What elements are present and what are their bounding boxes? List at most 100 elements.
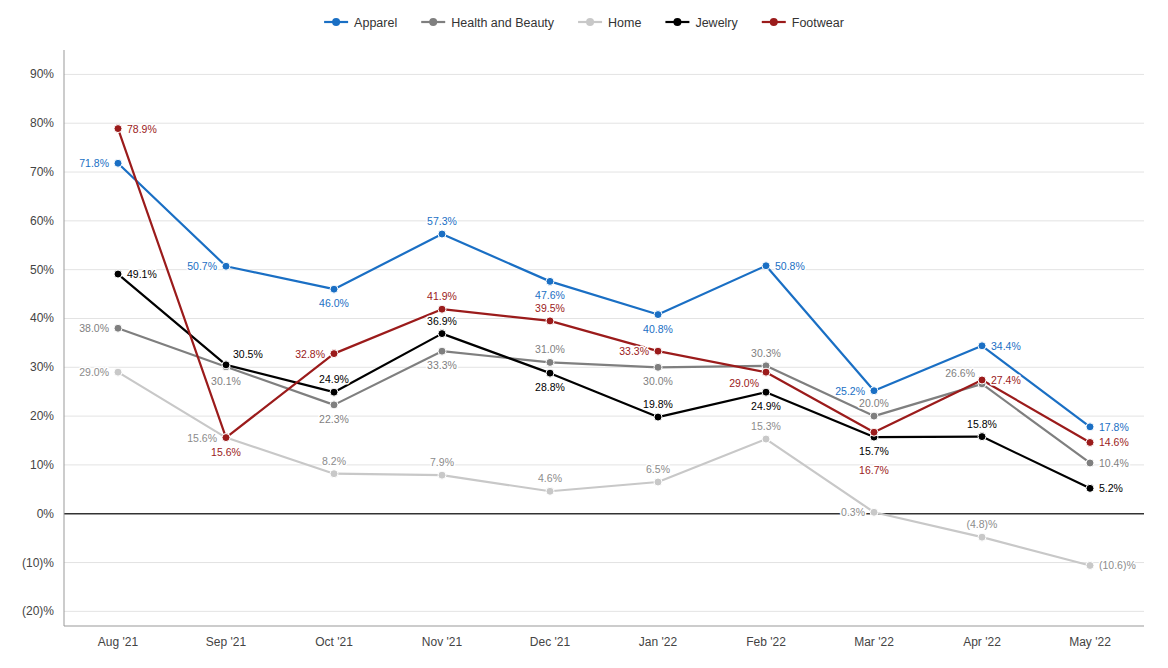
legend-swatch-marker <box>332 18 340 26</box>
legend-item: Jewelry <box>665 16 738 30</box>
data-point <box>654 478 662 486</box>
data-label: 22.3% <box>319 413 349 425</box>
data-label: 28.8% <box>535 381 565 393</box>
x-tick-label: Nov '21 <box>422 635 463 649</box>
legend-swatch-marker <box>673 18 681 26</box>
data-label: 29.0% <box>79 366 109 378</box>
data-label: 47.6% <box>535 289 565 301</box>
x-tick-label: Oct '21 <box>315 635 353 649</box>
x-axis-line <box>64 626 1144 627</box>
data-point <box>1086 438 1094 446</box>
data-point <box>546 358 554 366</box>
y-axis-line <box>64 50 65 626</box>
data-label: 30.5% <box>233 348 263 360</box>
data-point <box>870 412 878 420</box>
data-point <box>438 471 446 479</box>
data-point <box>222 434 230 442</box>
data-point <box>438 330 446 338</box>
data-point <box>330 470 338 478</box>
data-point <box>330 350 338 358</box>
x-tick-label: Mar '22 <box>854 635 894 649</box>
x-tick-label: Sep '21 <box>206 635 247 649</box>
y-tick-label: 80% <box>30 116 54 130</box>
data-label: 34.4% <box>991 340 1021 352</box>
grid-line <box>64 220 1144 221</box>
data-label: 33.3% <box>619 345 649 357</box>
data-label: 50.8% <box>775 260 805 272</box>
legend-label: Jewelry <box>695 16 738 30</box>
y-tick-label: 30% <box>30 360 54 374</box>
data-label: 17.8% <box>1099 421 1129 433</box>
data-point <box>114 125 122 133</box>
data-label: 0.3% <box>841 506 865 518</box>
data-label: 15.6% <box>211 446 241 458</box>
series-line <box>118 372 1090 565</box>
grid <box>64 74 1144 611</box>
data-point <box>438 305 446 313</box>
data-labels: 71.8%50.7%46.0%57.3%47.6%40.8%50.8%25.2%… <box>79 123 1136 572</box>
y-tick-label: 70% <box>30 165 54 179</box>
y-tick-label: 20% <box>30 409 54 423</box>
data-point <box>978 433 986 441</box>
chart: (20)%(10)%0%10%20%30%40%50%60%70%80%90%A… <box>0 0 1168 668</box>
axes: (20)%(10)%0%10%20%30%40%50%60%70%80%90%A… <box>22 50 1144 649</box>
data-label: 15.6% <box>187 432 217 444</box>
legend-label: Health and Beauty <box>451 16 555 30</box>
data-label: 50.7% <box>187 260 217 272</box>
data-point <box>546 317 554 325</box>
data-point <box>870 387 878 395</box>
data-point <box>222 361 230 369</box>
grid-line <box>64 416 1144 417</box>
data-point <box>546 487 554 495</box>
y-tick-label: (10)% <box>22 556 54 570</box>
data-label: 20.0% <box>859 397 889 409</box>
data-label: 15.3% <box>751 420 781 432</box>
data-point <box>330 401 338 409</box>
data-label: 27.4% <box>991 374 1021 386</box>
data-label: 10.4% <box>1099 457 1129 469</box>
data-label: 14.6% <box>1099 436 1129 448</box>
data-point <box>762 435 770 443</box>
grid-line <box>64 318 1144 319</box>
x-tick-label: Jan '22 <box>639 635 678 649</box>
data-point <box>762 368 770 376</box>
legend-label: Apparel <box>354 16 397 30</box>
data-point <box>654 413 662 421</box>
data-label: 57.3% <box>427 215 457 227</box>
y-tick-label: 50% <box>30 263 54 277</box>
data-label: 36.9% <box>427 315 457 327</box>
data-label: (10.6)% <box>1099 559 1136 571</box>
data-label: 31.0% <box>535 343 565 355</box>
data-label: 40.8% <box>643 323 673 335</box>
data-label: 5.2% <box>1099 482 1123 494</box>
data-label: 8.2% <box>322 455 346 467</box>
data-point <box>438 230 446 238</box>
legend-swatch-marker <box>770 18 778 26</box>
grid-line <box>64 611 1144 612</box>
data-label: 15.8% <box>967 418 997 430</box>
data-point <box>1086 484 1094 492</box>
data-point <box>546 369 554 377</box>
data-point <box>222 262 230 270</box>
data-label: 46.0% <box>319 297 349 309</box>
legend-item: Home <box>578 16 641 30</box>
data-label: 39.5% <box>535 302 565 314</box>
x-tick-label: Dec '21 <box>530 635 571 649</box>
data-point <box>978 533 986 541</box>
data-point <box>1086 423 1094 431</box>
data-point <box>1086 459 1094 467</box>
data-label: 32.8% <box>295 348 325 360</box>
legend-swatch-marker <box>429 18 437 26</box>
data-label: 7.9% <box>430 456 454 468</box>
legend-item: Health and Beauty <box>421 16 555 30</box>
data-point <box>330 285 338 293</box>
data-point <box>870 508 878 516</box>
legend: Apparel Health and Beauty Home Jewelry Footw… <box>324 16 844 30</box>
data-point <box>870 428 878 436</box>
legend-label: Home <box>608 16 641 30</box>
data-label: 24.9% <box>319 373 349 385</box>
x-tick-label: May '22 <box>1069 635 1111 649</box>
data-point <box>978 376 986 384</box>
data-label: 33.3% <box>427 359 457 371</box>
legend-label: Footwear <box>792 16 844 30</box>
